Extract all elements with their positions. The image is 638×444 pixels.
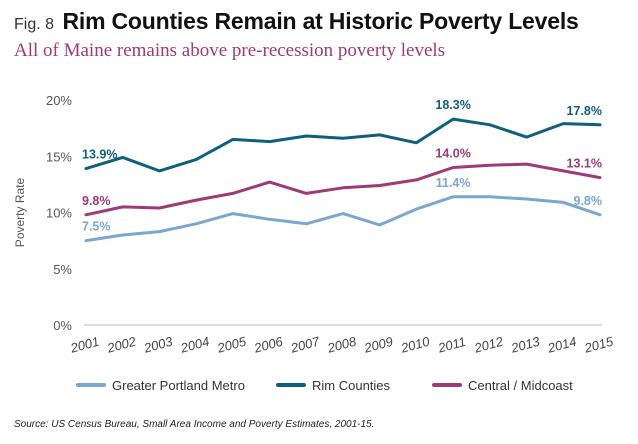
y-tick-label: 5% [53,262,72,277]
legend-label: Rim Counties [312,378,391,393]
x-tick-label: 2015 [582,333,616,355]
x-tick-label: 2011 [436,334,468,356]
y-axis-title: Poverty Rate [13,177,27,247]
legend-label: Central / Midcoast [468,378,573,393]
x-tick-label: 2006 [252,333,286,355]
x-tick-label: 2002 [105,333,139,355]
data-label: 17.8% [567,104,602,118]
data-label: 13.1% [567,157,602,171]
x-tick-label: 2005 [215,333,249,355]
y-tick-label: 10% [46,206,72,221]
series-line [84,195,602,243]
y-tick-label: 20% [46,93,72,108]
data-label: 14.0% [435,147,470,161]
y-tick-label: 15% [46,149,72,164]
x-tick-label: 2008 [325,333,359,355]
data-label: 7.5% [82,220,111,234]
series-line [84,162,602,217]
data-label: 9.8% [82,194,111,208]
x-tick-label: 2003 [141,333,175,355]
x-tick-label: 2014 [545,334,578,356]
x-tick-label: 2007 [288,333,322,355]
data-label: 11.4% [436,176,471,190]
source-note: Source: US Census Bureau, Small Area Inc… [14,419,375,430]
x-tick-label: 2001 [68,334,101,356]
title-row: Fig. 8 Rim Counties Remain at Historic P… [14,8,579,35]
x-tick-label: 2009 [362,334,395,356]
x-tick-label: 2012 [472,333,506,355]
figure-label: Fig. 8 [14,16,55,33]
data-label: 18.3% [435,98,470,112]
chart-subtitle: All of Maine remains above pre-recession… [14,40,446,61]
chart-title: Rim Counties Remain at Historic Poverty … [62,8,579,34]
x-tick-label: 2013 [509,333,543,355]
x-tick-label: 2010 [398,333,432,355]
legend-label: Greater Portland Metro [112,378,245,393]
series-line [84,117,602,173]
data-label: 13.9% [82,148,117,162]
y-tick-label: 0% [53,318,72,333]
x-tick-label: 2004 [178,334,211,356]
data-label: 9.8% [574,194,603,208]
